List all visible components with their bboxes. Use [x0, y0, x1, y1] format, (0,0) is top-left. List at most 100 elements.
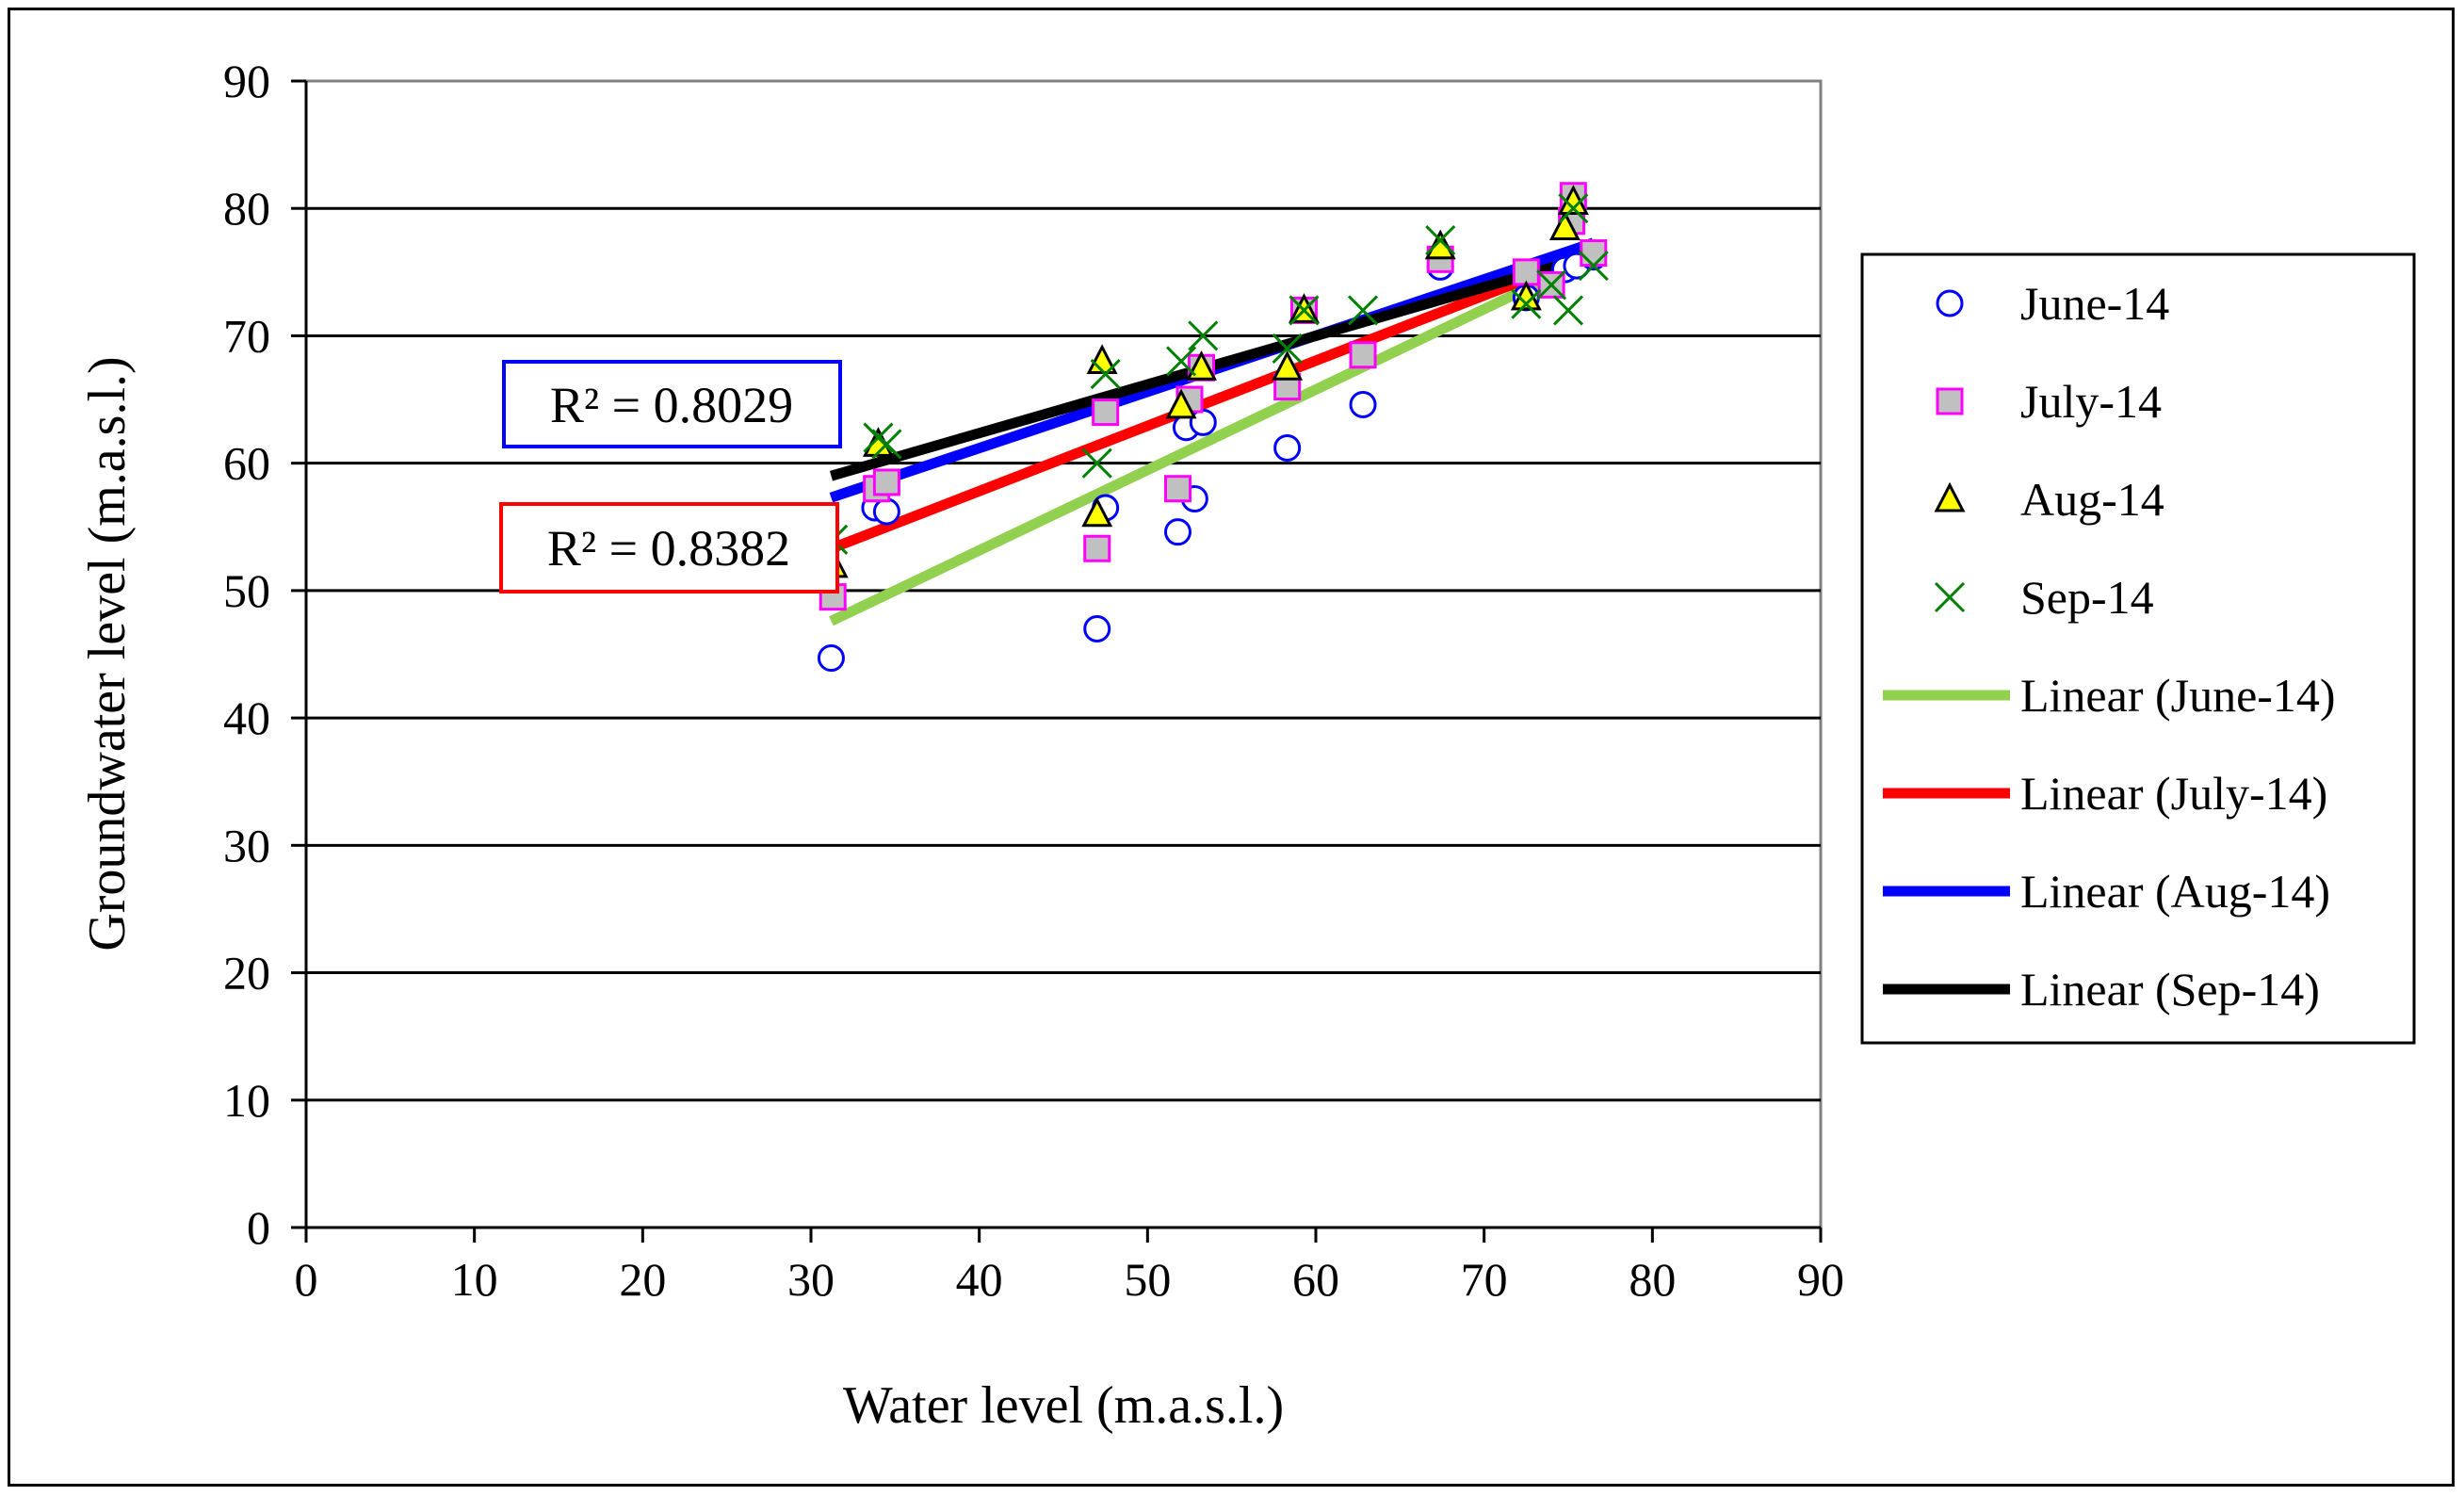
marker-shape — [1083, 534, 1111, 562]
y-tick-label: 0 — [247, 1201, 270, 1254]
legend-item: Linear (Sep-14) — [1883, 963, 2320, 1016]
legend-label: Aug-14 — [2020, 473, 2164, 526]
marker-shape — [1272, 350, 1304, 381]
marker-shape — [1083, 614, 1111, 642]
marker-stroke — [1347, 295, 1379, 326]
marker-shape — [1186, 350, 1217, 381]
data-point-circle — [1083, 614, 1111, 642]
legend-marker — [1934, 481, 1966, 512]
data-point-circle — [1349, 390, 1377, 418]
y-axis-title: Groundwater level (m.a.s.l.) — [78, 356, 137, 951]
legend-item: July-14 — [1936, 375, 2162, 428]
trendline — [829, 248, 1596, 554]
y-tick-label: 50 — [223, 564, 270, 617]
data-point-circle — [872, 497, 900, 526]
marker-stroke — [1552, 295, 1584, 326]
y-tick-label: 10 — [223, 1074, 270, 1127]
legend-marker — [1936, 289, 1964, 317]
x-tick-label: 90 — [1797, 1253, 1844, 1306]
data-point-x — [1536, 269, 1567, 301]
data-point-x — [1166, 346, 1197, 377]
marker-shape — [1936, 387, 1964, 415]
x-tick-label: 60 — [1292, 1253, 1339, 1306]
data-point-circle — [1189, 408, 1217, 436]
data-point-square — [872, 468, 900, 496]
marker-stroke — [1166, 346, 1197, 377]
legend-marker — [1934, 581, 1966, 613]
r2-annotation-aug: R² = 0.8029 — [502, 360, 842, 448]
data-point-square — [1163, 475, 1191, 503]
y-tick-label: 70 — [223, 309, 270, 362]
marker-shape — [1163, 518, 1191, 546]
marker-stroke — [1272, 333, 1303, 365]
data-point-circle — [817, 644, 845, 673]
y-tick-label: 20 — [223, 947, 270, 1000]
data-point-x — [1272, 333, 1303, 365]
trendline — [829, 252, 1597, 626]
r2-label-aug: R² = 0.8029 — [550, 377, 793, 433]
data-point-x — [1558, 193, 1589, 224]
x-tick-label: 80 — [1629, 1253, 1676, 1306]
x-tick-label: 40 — [956, 1253, 1003, 1306]
data-point-x — [1081, 447, 1112, 479]
x-axis-title: Water level (m.a.s.l.) — [843, 1376, 1284, 1435]
marker-stroke — [1578, 251, 1609, 282]
marker-shape — [1165, 388, 1197, 419]
marker-shape — [1936, 289, 1964, 317]
marker-shape — [817, 644, 845, 673]
marker-shape — [1349, 390, 1377, 418]
marker-stroke — [863, 422, 894, 453]
data-point-triangle — [1165, 388, 1197, 419]
marker-stroke — [1289, 295, 1320, 326]
data-point-x — [1090, 358, 1121, 390]
legend-label: Linear (June-14) — [2020, 669, 2336, 722]
data-point-circle — [1163, 518, 1191, 546]
legend-item: Linear (Aug-14) — [1883, 865, 2330, 918]
y-tick-label: 60 — [223, 437, 270, 490]
marker-stroke — [1090, 358, 1121, 390]
marker-shape — [1548, 210, 1581, 241]
legend-label: Sep-14 — [2020, 571, 2154, 624]
marker-shape — [872, 497, 900, 526]
legend-label: Linear (Aug-14) — [2020, 865, 2330, 918]
r2-label-july: R² = 0.8382 — [547, 520, 790, 577]
data-point-x — [871, 429, 902, 460]
legend-label: Linear (Sep-14) — [2020, 963, 2320, 1016]
legend-marker — [1936, 387, 1964, 415]
marker-stroke — [871, 429, 902, 460]
legend-item: Linear (June-14) — [1883, 669, 2336, 722]
x-tick-label: 70 — [1461, 1253, 1508, 1306]
marker-shape — [1580, 239, 1608, 268]
legend-item: Sep-14 — [1934, 571, 2154, 624]
legend-box — [1860, 252, 2416, 1045]
data-point-x — [1289, 295, 1320, 326]
y-tick-label: 80 — [223, 182, 270, 235]
legend-label: July-14 — [2020, 375, 2162, 428]
x-tick-label: 10 — [451, 1253, 498, 1306]
data-point-triangle — [1272, 350, 1304, 381]
legend-label: Linear (July-14) — [2020, 767, 2327, 820]
marker-stroke — [1558, 193, 1589, 224]
data-point-x — [1511, 288, 1542, 319]
data-point-square — [1580, 239, 1608, 268]
marker-shape — [1349, 341, 1377, 369]
r2-annotation-july: R² = 0.8382 — [499, 502, 839, 594]
data-point-x — [1188, 320, 1219, 351]
data-point-circle — [1273, 433, 1302, 462]
data-point-triangle — [1548, 210, 1581, 241]
marker-shape — [1092, 398, 1120, 427]
legend: June-14 July-14 Aug-14 Sep-14 Linear (June-1… — [1860, 252, 2416, 1045]
y-tick-label: 30 — [223, 819, 270, 871]
legend-label: June-14 — [2020, 277, 2169, 330]
x-tick-label: 30 — [787, 1253, 835, 1306]
legend-item: Linear (July-14) — [1883, 767, 2327, 820]
y-tick-label: 40 — [223, 691, 270, 744]
marker-shape — [1081, 496, 1113, 528]
x-tick-label: 50 — [1124, 1253, 1171, 1306]
marker-shape — [1934, 481, 1966, 512]
marker-stroke — [1188, 320, 1219, 351]
data-point-triangle — [1186, 350, 1217, 381]
marker-shape — [1273, 433, 1302, 462]
marker-shape — [872, 468, 900, 496]
